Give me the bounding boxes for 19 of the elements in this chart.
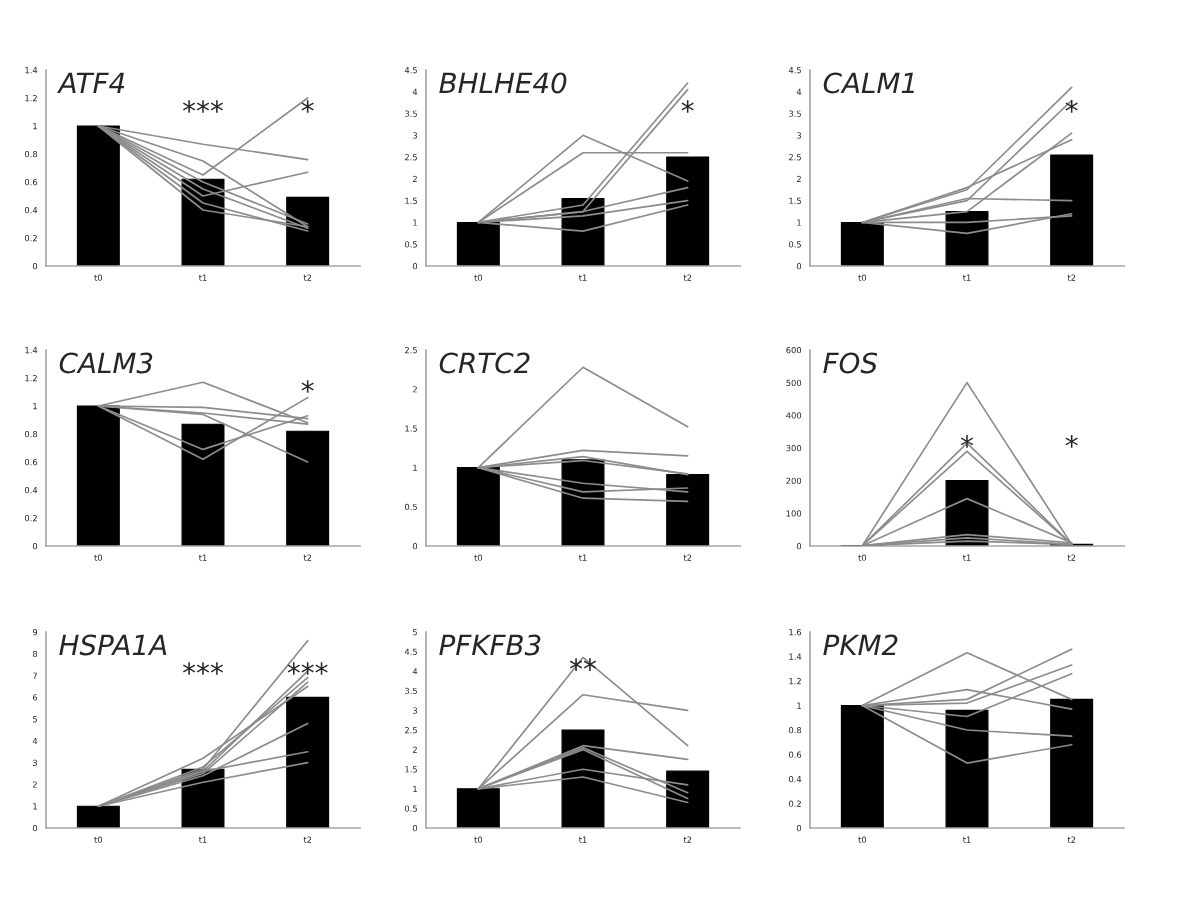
chart-title: HSPA1A xyxy=(59,634,167,656)
annotation: *** xyxy=(287,662,328,675)
chart-title: ATF4 xyxy=(57,72,125,94)
annotation: *** xyxy=(183,662,223,675)
chart-title: FOS xyxy=(823,352,878,374)
annotation: *** xyxy=(183,100,223,113)
chart-title: PKM2 xyxy=(823,634,898,656)
chart-title: BHLHE40 xyxy=(439,72,567,94)
annotation: * xyxy=(1065,100,1078,113)
annotation: * xyxy=(301,380,314,393)
annotation: * xyxy=(1065,435,1078,448)
chart-title: CALM1 xyxy=(823,72,914,94)
chart-title: CRTC2 xyxy=(439,352,530,374)
chart-title: CALM3 xyxy=(59,352,153,374)
annotation: * xyxy=(681,100,694,113)
annotation: * xyxy=(960,435,974,448)
chart-title: PFKFB3 xyxy=(439,634,541,656)
annotation: * xyxy=(301,100,314,113)
annotation: ** xyxy=(569,658,597,671)
